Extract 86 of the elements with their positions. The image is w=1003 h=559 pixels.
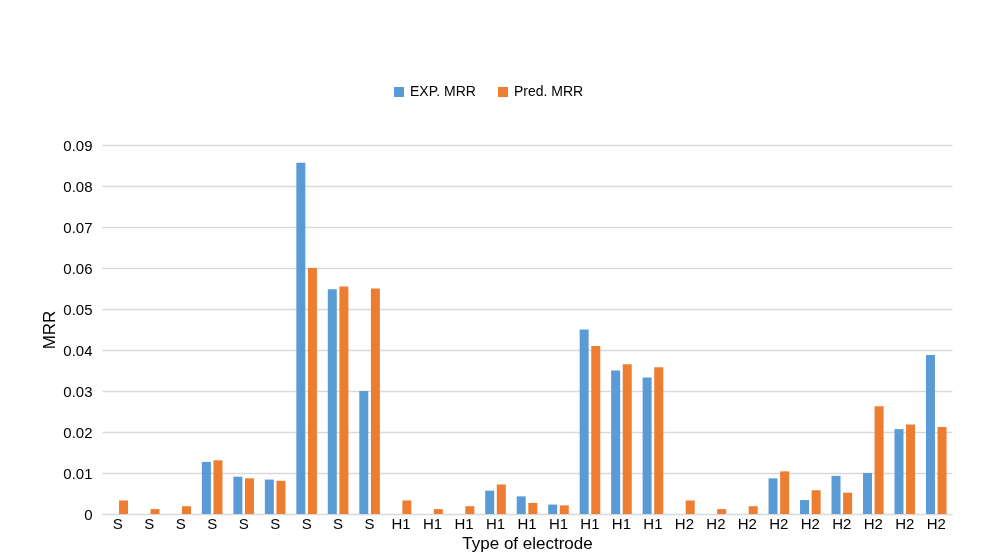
y-tick-label: 0.03: [63, 382, 93, 400]
x-tick-label: H1: [485, 514, 506, 532]
x-tick-label: H1: [643, 514, 663, 532]
x-tick-label: H2: [769, 514, 789, 532]
x-tick-label: H2: [737, 514, 757, 532]
bar: [906, 424, 916, 514]
bar: [276, 480, 286, 514]
bar: [465, 506, 475, 514]
x-tick-label: H1: [611, 514, 632, 532]
bar: [780, 471, 790, 514]
bar: [559, 505, 569, 514]
bar: [213, 460, 223, 514]
bar: [831, 475, 841, 514]
bar: [433, 509, 443, 514]
bar: [937, 427, 947, 514]
bar: [485, 490, 495, 514]
x-tick-label: S: [333, 514, 344, 532]
y-tick-label: 0.07: [63, 218, 93, 236]
x-tick-label: H2: [863, 514, 883, 532]
bar: [528, 502, 538, 514]
bar: [182, 506, 191, 514]
bar: [402, 500, 412, 514]
bar: [642, 377, 652, 514]
bar: [233, 476, 243, 514]
x-tick-label: S: [112, 514, 123, 532]
bar: [748, 506, 758, 514]
bar: [800, 500, 810, 514]
x-tick-label: H1: [548, 514, 569, 532]
bar: [516, 496, 526, 514]
bar: [307, 268, 317, 514]
legend-label: EXP. MRR: [410, 83, 476, 99]
x-tick-label: H2: [895, 514, 915, 532]
bar: [579, 329, 589, 514]
x-tick-label: H2: [926, 514, 946, 532]
bar: [622, 364, 632, 514]
bar: [843, 492, 853, 514]
x-tick-label: S: [238, 514, 249, 532]
y-tick-label: 0.01: [63, 464, 93, 482]
bar: [768, 478, 778, 514]
x-tick-label: S: [144, 514, 155, 532]
bar: [496, 484, 506, 514]
bar: [370, 288, 380, 514]
x-tick-label: H2: [800, 514, 820, 532]
bar: [327, 289, 337, 514]
y-tick-label: 0.06: [63, 259, 93, 277]
x-tick-label: H2: [832, 514, 852, 532]
x-tick-label: H1: [391, 514, 411, 532]
bar: [150, 509, 160, 514]
y-tick-label: 0.04: [63, 341, 93, 359]
bar: [611, 370, 621, 514]
y-tick-label: 0.05: [63, 300, 93, 318]
bar: [264, 479, 274, 514]
bar: [339, 286, 349, 514]
y-tick-label: 0.09: [63, 136, 93, 154]
y-tick-label: 0.08: [63, 177, 93, 195]
bar: [863, 473, 872, 514]
bar: [894, 429, 904, 514]
legend-label: Pred. MRR: [514, 83, 584, 99]
bar: [119, 500, 129, 514]
x-tick-label: H1: [580, 514, 600, 532]
bar: [874, 406, 884, 514]
bar: [811, 490, 821, 514]
bar: [296, 162, 306, 514]
bar: [685, 500, 695, 514]
y-tick-label: 0: [84, 505, 93, 523]
bar: [925, 354, 935, 514]
x-tick-label: H2: [674, 514, 694, 532]
x-tick-label: H2: [706, 514, 726, 532]
x-tick-label: H1: [517, 514, 537, 532]
x-axis-title: Type of electrode: [462, 533, 593, 553]
x-tick-label: S: [207, 514, 218, 532]
x-tick-label: H1: [454, 514, 474, 532]
x-tick-label: S: [364, 514, 375, 532]
x-tick-label: S: [175, 514, 186, 532]
x-tick-label: H1: [422, 514, 443, 532]
bar: [201, 461, 211, 514]
y-tick-label: 0.02: [63, 423, 93, 441]
x-tick-label: S: [301, 514, 312, 532]
x-tick-label: S: [270, 514, 281, 532]
bar: [359, 391, 369, 514]
bar: [717, 509, 727, 514]
bar: [244, 478, 254, 514]
bar: [548, 504, 558, 514]
y-axis-title: MRR: [40, 310, 60, 350]
bar: [654, 367, 664, 514]
bar: [591, 345, 601, 514]
